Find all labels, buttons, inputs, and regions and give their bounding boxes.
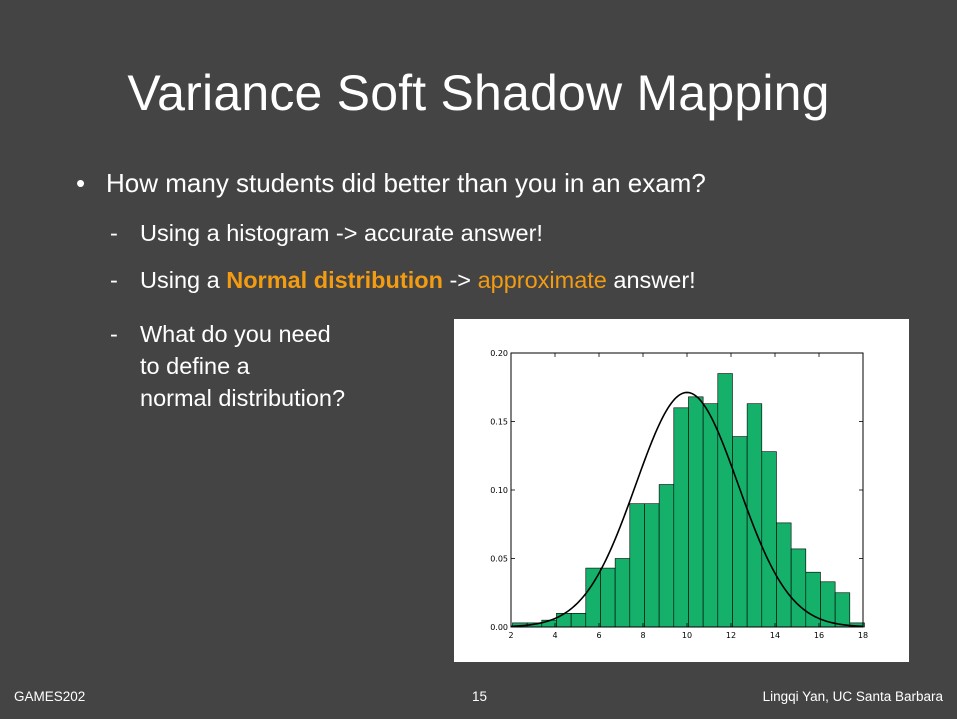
- sub-bullet-histogram: - Using a histogram -> accurate answer!: [110, 220, 543, 247]
- sub-bullet-histogram-text: Using a histogram -> accurate answer!: [140, 220, 543, 246]
- x-tick-label: 18: [858, 631, 868, 640]
- sub2-middle: ->: [442, 267, 478, 293]
- x-tick-label: 16: [814, 631, 824, 640]
- histogram-bar: [717, 373, 733, 628]
- x-tick-label: 12: [726, 631, 736, 640]
- approximate-highlight: approximate: [477, 267, 607, 293]
- normal-distribution-highlight: Normal distribution: [226, 267, 443, 293]
- sub2-suffix: answer!: [606, 267, 696, 293]
- x-tick-label: 14: [770, 631, 780, 640]
- footer-author: Lingqi Yan, UC Santa Barbara: [762, 689, 943, 704]
- histogram-bar: [585, 567, 601, 628]
- histogram-bar: [761, 451, 777, 628]
- dash-symbol: -: [110, 321, 118, 347]
- question-line: to define a: [140, 353, 250, 379]
- y-tick-label: 0.05: [490, 555, 508, 564]
- y-tick-label: 0.20: [490, 349, 508, 358]
- main-bullet: • How many students did better than you i…: [76, 168, 706, 199]
- sub-bullet-question: - What do you need to define a normal di…: [110, 318, 345, 414]
- histogram-bar: [658, 484, 675, 628]
- bullet-symbol: •: [76, 168, 86, 198]
- histogram-bar: [614, 558, 631, 628]
- dash-symbol: -: [110, 220, 118, 246]
- x-tick-label: 6: [596, 631, 601, 640]
- histogram-bar: [776, 522, 792, 628]
- sub-bullet-normal: - Using a Normal distribution -> approxim…: [110, 267, 696, 294]
- histogram-bar: [629, 503, 645, 628]
- histogram-bar: [600, 567, 616, 628]
- dash-symbol: -: [110, 267, 118, 293]
- normal-curve: [510, 391, 864, 628]
- histogram-bar: [790, 548, 807, 628]
- footer-course: GAMES202: [14, 689, 86, 704]
- histogram-bar: [702, 403, 719, 628]
- histogram-bar: [688, 396, 704, 628]
- histogram-bar: [673, 407, 689, 628]
- sub2-prefix: Using a: [140, 267, 227, 293]
- histogram-bar: [644, 503, 660, 628]
- footer-page-number: 15: [472, 689, 488, 704]
- x-tick-label: 8: [640, 631, 645, 640]
- y-tick-label: 0.00: [490, 623, 508, 632]
- histogram-bar: [732, 436, 748, 628]
- y-tick-label: 0.10: [490, 486, 508, 495]
- main-bullet-text: How many students did better than you in…: [106, 168, 706, 198]
- y-tick-label: 0.15: [490, 418, 508, 427]
- histogram-chart: 2 4 6 8 10 12 14 16 18 0.00 0.05 0.10 0.15 0.20: [454, 319, 909, 662]
- histogram-bar: [570, 612, 587, 628]
- histogram-bar: [834, 592, 851, 628]
- question-line: normal distribution?: [140, 385, 346, 411]
- x-tick-label: 4: [552, 631, 557, 640]
- x-tick-label: 10: [682, 631, 692, 640]
- x-tick-label: 2: [508, 631, 513, 640]
- slide-title: Variance Soft Shadow Mapping: [127, 65, 830, 121]
- histogram-bar: [556, 612, 572, 628]
- question-line: What do you need: [140, 321, 331, 347]
- histogram-svg: 2 4 6 8 10 12 14 16 18 0.00 0.05 0.10 0.15 0.20: [490, 349, 868, 640]
